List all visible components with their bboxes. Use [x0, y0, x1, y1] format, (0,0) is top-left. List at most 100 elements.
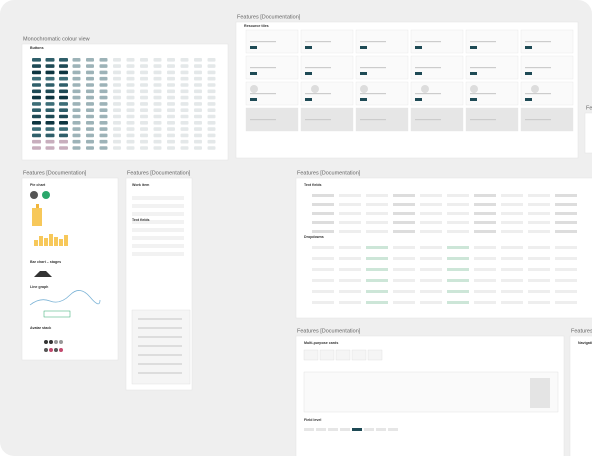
button-sample — [86, 83, 94, 87]
tile-text — [305, 41, 331, 43]
button-sample — [140, 139, 148, 144]
button-sample — [194, 64, 202, 68]
field-chip — [376, 428, 386, 431]
frame — [584, 112, 592, 154]
section-heading: Bar chart – stages — [30, 260, 61, 264]
button-sample — [113, 108, 121, 112]
dropdown — [420, 290, 442, 293]
button-sample — [32, 95, 41, 100]
tile-text — [360, 93, 386, 95]
button-sample — [194, 127, 202, 131]
field — [447, 212, 469, 215]
dropdown — [474, 279, 496, 282]
button-sample — [113, 64, 121, 68]
button-sample — [153, 108, 162, 112]
button-sample — [72, 64, 81, 68]
tile-button — [360, 72, 367, 75]
button-sample — [180, 127, 189, 131]
field — [447, 230, 469, 233]
button-sample — [167, 102, 175, 106]
frames: Monochromatic colour view Buttons Features… — [21, 14, 592, 456]
button-sample — [59, 76, 68, 81]
button-sample — [86, 121, 94, 125]
button-sample — [45, 139, 55, 144]
button-sample — [86, 64, 94, 68]
button-sample — [45, 102, 55, 106]
button-sample — [180, 58, 189, 62]
button-sample — [140, 108, 148, 112]
button-sample — [167, 127, 175, 131]
bar — [64, 235, 68, 246]
dropdown — [339, 268, 361, 271]
bar — [54, 237, 58, 246]
button-sample — [32, 127, 41, 131]
frame-label: Features [Documentation] — [297, 170, 361, 176]
dropdown — [339, 301, 361, 304]
button-sample — [194, 70, 202, 75]
button-sample — [72, 127, 81, 131]
button-sample — [126, 83, 135, 87]
dropdown — [420, 279, 442, 282]
field — [528, 212, 550, 215]
button-sample — [140, 146, 148, 150]
frame-heading: Buttons — [30, 46, 44, 50]
button-sample — [140, 114, 148, 119]
button-sample — [153, 64, 162, 68]
button-sample — [99, 139, 108, 144]
button-sample — [180, 89, 189, 94]
button-sample — [194, 139, 202, 144]
button-sample — [99, 127, 108, 131]
dropdown — [420, 246, 442, 249]
button-sample — [126, 121, 135, 125]
button-sample — [32, 108, 41, 112]
dropdown — [312, 279, 334, 282]
button-sample — [207, 133, 216, 138]
button-sample — [113, 58, 121, 62]
button-sample — [167, 133, 175, 138]
button-sample — [99, 76, 108, 81]
frame — [569, 335, 592, 456]
button-sample — [99, 121, 108, 125]
button-sample — [207, 83, 216, 87]
button-sample — [59, 108, 68, 112]
button-sample — [194, 58, 202, 62]
field — [366, 212, 388, 215]
field — [420, 230, 442, 233]
row — [132, 220, 184, 224]
tile-text — [470, 119, 496, 121]
tile-button — [525, 72, 532, 75]
dropdown — [366, 257, 388, 260]
section-heading: Text fields — [304, 183, 322, 187]
dropdown — [366, 301, 388, 304]
button-sample — [153, 95, 162, 100]
button-sample — [86, 89, 94, 94]
field — [447, 203, 469, 206]
button-sample — [194, 133, 202, 138]
button-sample — [207, 108, 216, 112]
field — [393, 203, 415, 206]
dropdown — [312, 290, 334, 293]
dropdown — [366, 279, 388, 282]
button-sample — [140, 58, 148, 62]
dropdown — [555, 257, 577, 260]
button-sample — [126, 95, 135, 100]
field-chip — [340, 428, 350, 431]
bar — [36, 204, 39, 208]
button-sample — [86, 70, 94, 75]
tile-text — [250, 41, 276, 43]
tile-icon — [531, 85, 539, 93]
button-sample — [167, 83, 175, 87]
button-sample — [153, 76, 162, 81]
dropdown — [393, 257, 415, 260]
dropdown — [528, 246, 550, 249]
button-sample — [86, 58, 94, 62]
field — [366, 203, 388, 206]
dropdown — [312, 246, 334, 249]
button-sample — [180, 121, 189, 125]
button-sample — [207, 95, 216, 100]
button-sample — [153, 58, 162, 62]
frame-label: Features [Documentation] — [127, 170, 191, 176]
field-chip — [328, 428, 338, 431]
button-sample — [126, 89, 135, 94]
